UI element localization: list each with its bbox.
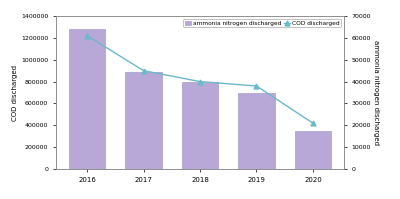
COD discharged — [310, 122, 315, 124]
Bar — [294, 131, 331, 169]
COD discharged — [198, 80, 202, 83]
COD discharged — [85, 34, 90, 37]
Bar — [182, 82, 218, 169]
Bar — [238, 93, 275, 169]
COD discharged — [141, 69, 146, 72]
Legend: ammonia nitrogen discharged, COD discharged: ammonia nitrogen discharged, COD dischar… — [184, 19, 341, 27]
Line: COD discharged: COD discharged — [85, 33, 315, 126]
Bar — [69, 29, 106, 169]
Y-axis label: ammonia nitrogen discharged: ammonia nitrogen discharged — [374, 40, 380, 145]
COD discharged — [254, 85, 259, 87]
Y-axis label: COD discharged: COD discharged — [12, 64, 18, 121]
Bar — [125, 72, 162, 169]
